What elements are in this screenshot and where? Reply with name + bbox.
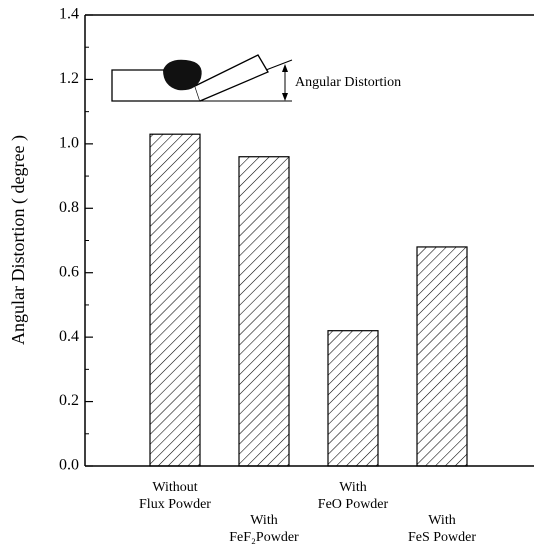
y-tick-label: 0.8 — [59, 199, 79, 216]
y-tick-label: 0.4 — [59, 328, 79, 345]
y-tick-label: 0.2 — [59, 392, 79, 409]
y-tick-label: 1.2 — [59, 70, 79, 87]
inset-diagram — [112, 55, 292, 101]
bar — [417, 247, 467, 466]
x-tick-label: With FeF₂Powder — [194, 512, 334, 546]
annotation: Angular Distortion — [295, 75, 401, 90]
y-tick-label: 1.4 — [59, 6, 79, 23]
x-tick-label: Without Flux Powder — [105, 479, 245, 513]
chart: Angular Distortion Angular Distortion ( … — [0, 0, 534, 559]
bar — [150, 134, 200, 466]
page: {"chart_data": {"type": "bar", "y_label"… — [0, 0, 534, 559]
bar — [239, 157, 289, 466]
x-tick-label: With FeS Powder — [372, 512, 512, 546]
bar — [328, 331, 378, 466]
y-tick-label: 0.0 — [59, 457, 79, 474]
y-tick-label: 1.0 — [59, 135, 79, 152]
x-tick-label: With FeO Powder — [283, 479, 423, 513]
y-axis-label: Angular Distortion ( degree ) — [8, 135, 29, 345]
y-tick-label: 0.6 — [59, 263, 79, 280]
